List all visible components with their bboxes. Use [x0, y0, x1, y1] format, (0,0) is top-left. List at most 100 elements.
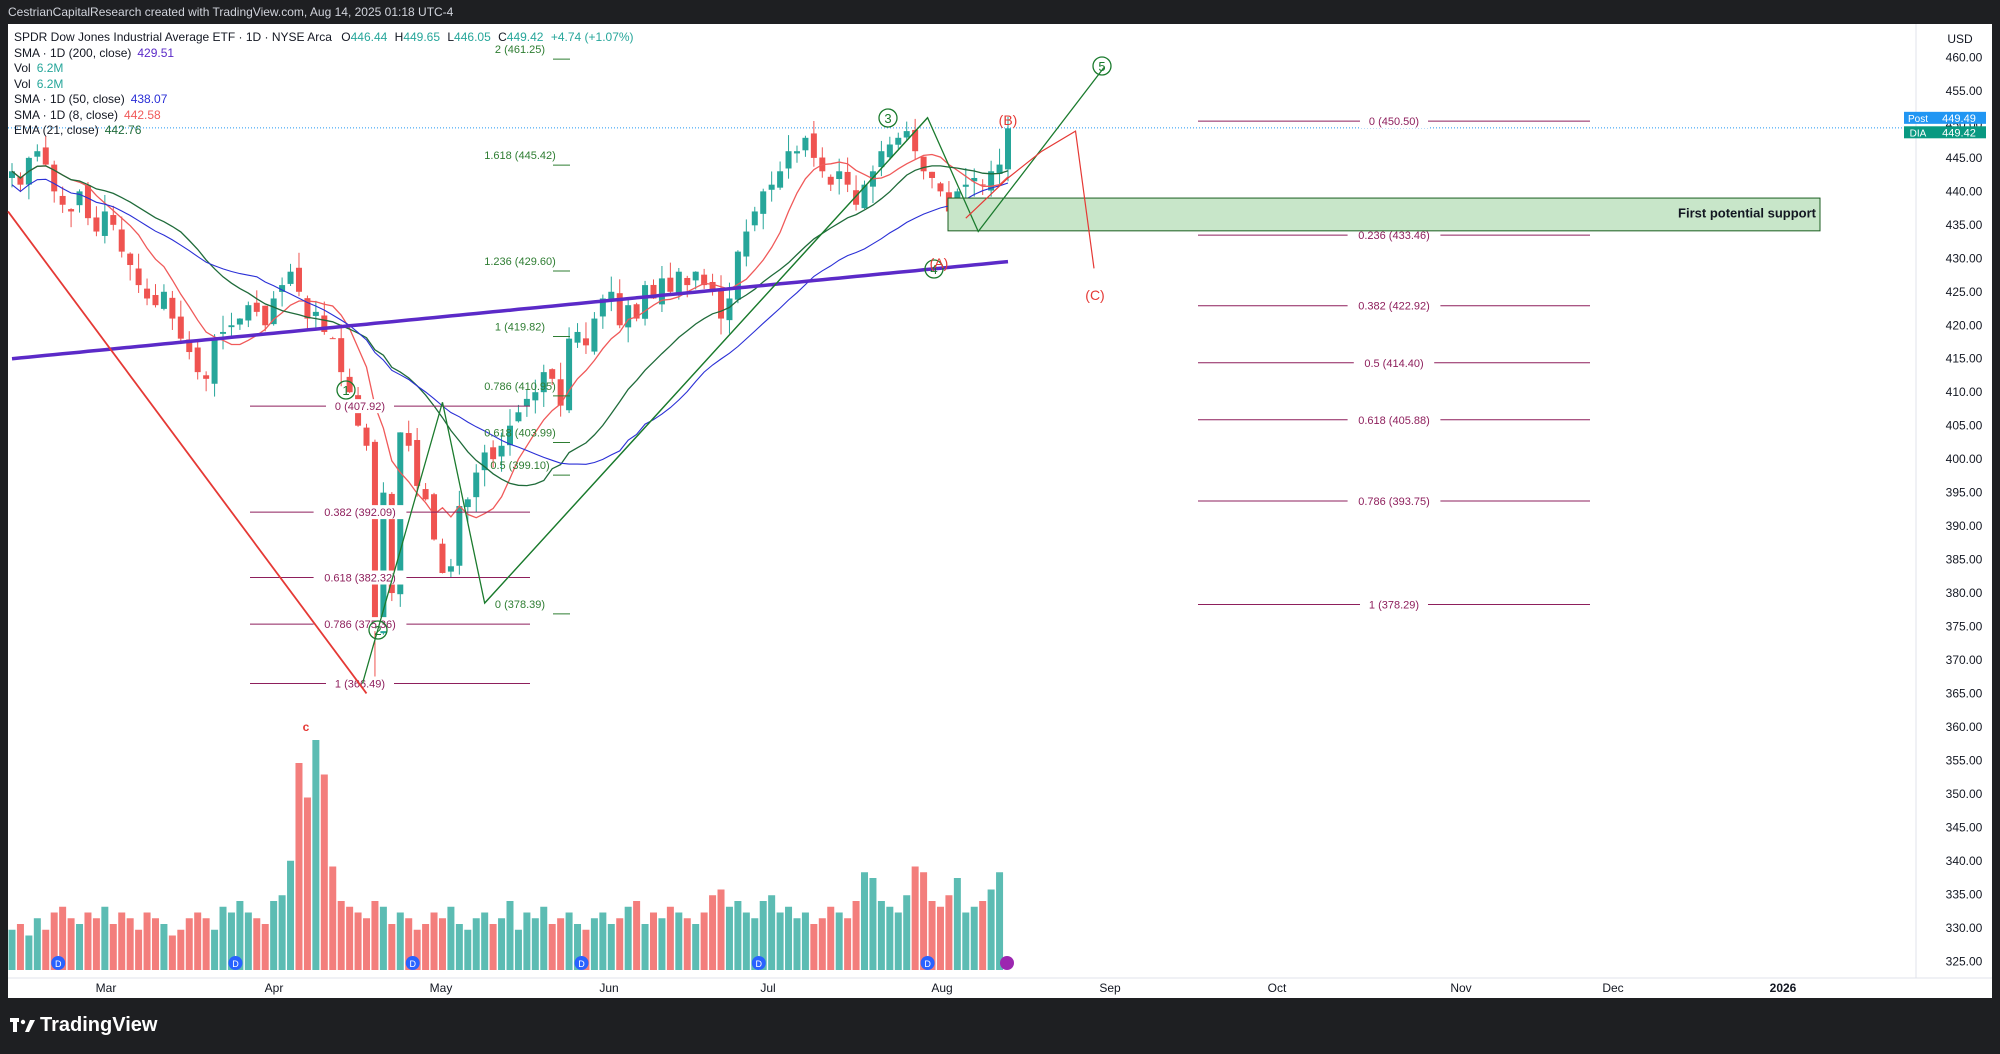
candle-body: [422, 489, 429, 500]
volume-bar: [658, 918, 666, 970]
volume-bar: [287, 860, 295, 970]
volume-bar: [506, 901, 514, 970]
candle-body: [895, 137, 902, 145]
wave-circle-icon: [336, 380, 356, 400]
candle-body: [101, 211, 108, 236]
volume-bar: [303, 797, 311, 970]
volume-bar: [329, 866, 337, 970]
candle-body: [540, 372, 547, 393]
candle-body: [186, 339, 193, 353]
volume-bar: [126, 918, 134, 970]
y-tick-label: 365.00: [1946, 686, 1983, 700]
candle-body: [903, 131, 910, 138]
candle-body: [810, 133, 817, 158]
y-tick-label: 380.00: [1946, 586, 1983, 600]
volume-bar: [641, 924, 649, 970]
candle-body: [68, 209, 75, 212]
legend-row-label: Vol: [14, 61, 31, 75]
y-tick-label: 405.00: [1946, 419, 1983, 433]
ohlc-high: 449.65: [403, 30, 441, 44]
candle-body: [363, 427, 370, 446]
volume-bar: [692, 924, 700, 970]
candle-body: [802, 137, 809, 151]
y-tick-label: 400.00: [1946, 452, 1983, 466]
candle-body: [51, 164, 58, 192]
volume-bar: [793, 918, 801, 970]
volume-bar: [920, 872, 928, 970]
volume-bar: [970, 906, 978, 970]
candle-body: [211, 338, 218, 384]
legend-row: SMA · 1D (200, close) 429.51: [14, 46, 634, 62]
candle-body: [84, 185, 91, 219]
abc-wave-label: (B): [999, 112, 1018, 128]
candle-body: [996, 164, 1003, 174]
y-tick-label: 340.00: [1946, 854, 1983, 868]
volume-bar: [936, 906, 944, 970]
volume-bar: [227, 912, 235, 970]
volume-bar: [785, 906, 793, 970]
candle-body: [827, 176, 834, 185]
candle-body: [878, 151, 885, 168]
candle-body: [346, 376, 353, 393]
volume-bar: [531, 918, 539, 970]
candle-body: [59, 195, 66, 205]
legend-row: Vol 6.2M: [14, 61, 634, 77]
fib-level-label: 1.236 (429.60): [484, 256, 556, 268]
x-tick-label: Mar: [96, 981, 117, 995]
volume-bar: [725, 906, 733, 970]
fib-level-label: 0.236 (433.46): [1358, 230, 1430, 242]
last-price-value: 449.42: [1942, 127, 1976, 139]
candle-body: [144, 288, 151, 299]
candle-body: [135, 268, 142, 286]
volume-bar: [396, 912, 404, 970]
candle-body: [912, 129, 919, 152]
y-tick-label: 460.00: [1946, 50, 1983, 64]
fib-level-label: 2 (461.25): [495, 44, 545, 56]
symbol-tag: DIA: [1910, 128, 1927, 139]
volume-bar: [270, 901, 278, 970]
support-zone-label: First potential support: [1678, 205, 1817, 220]
candle-body: [203, 375, 210, 379]
dividend-marker-label: D: [409, 959, 416, 969]
x-tick-label: Dec: [1602, 981, 1623, 995]
candle-body: [633, 304, 640, 319]
dividend-marker-label: D: [924, 959, 931, 969]
legend-title-row: SPDR Dow Jones Industrial Average ETF · …: [14, 30, 634, 46]
volume-bar: [540, 906, 548, 970]
volume-bar: [295, 763, 303, 970]
candle-body: [836, 171, 843, 180]
volume-bar: [877, 901, 885, 970]
candle-body: [793, 151, 800, 154]
fib-level-label: 1.618 (445.42): [484, 150, 556, 162]
fib-label-bg: [313, 570, 407, 585]
wave-circle-icon: [1092, 56, 1112, 76]
candle-body: [988, 171, 995, 191]
volume-bar: [388, 924, 396, 970]
y-tick-label: 370.00: [1946, 653, 1983, 667]
volume-bar: [202, 918, 210, 970]
y-tick-label: 325.00: [1946, 954, 1983, 968]
fib-label-bg: [1347, 494, 1441, 508]
candle-body: [228, 325, 235, 328]
candle-body: [709, 281, 716, 292]
volume-bar: [734, 901, 742, 970]
candle-body: [34, 151, 41, 157]
volume-bar: [76, 924, 84, 970]
symbol-tag-bg: [1904, 126, 1932, 139]
volume-bar: [253, 918, 261, 970]
candle-body: [490, 447, 497, 460]
fib-label-bg: [1347, 298, 1441, 313]
candle-body: [1005, 128, 1011, 170]
volume-bar: [135, 929, 143, 970]
candle-body: [861, 184, 868, 209]
candle-body: [920, 156, 927, 172]
volume-bar: [835, 912, 843, 970]
volume-bar: [464, 929, 472, 970]
fib-level-label: 0 (450.50): [1369, 116, 1419, 128]
y-tick-label: 435.00: [1946, 218, 1983, 232]
volume-bar: [903, 895, 911, 970]
candle-body: [768, 184, 775, 190]
y-tick-label: 455.00: [1946, 84, 1983, 98]
downtrend-line: [7, 210, 368, 695]
